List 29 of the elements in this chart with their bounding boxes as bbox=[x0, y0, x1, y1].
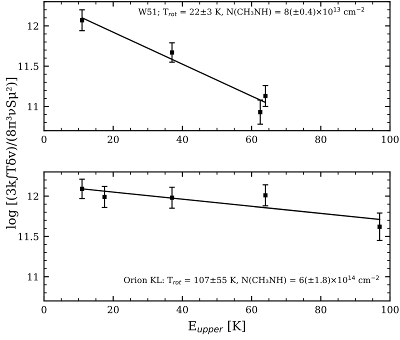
x-tick-label: 100 bbox=[382, 306, 399, 314]
x-tick-label: 100 bbox=[382, 136, 399, 144]
y-tick-label: 11.5 bbox=[18, 62, 38, 70]
x-tick-label: 20 bbox=[108, 306, 119, 314]
annotation: W51; T$_{rot}$ = 22±3 K, N(CH₃NH) = 8(±0.4)×10$^{13}$ cm$^{−2}$ bbox=[138, 7, 364, 16]
x-axis-title: E$_{upper}$ [K] bbox=[188, 320, 246, 334]
y-tick-label: 11 bbox=[28, 273, 38, 280]
x-tick-label: 40 bbox=[176, 136, 188, 144]
y-tick-label: 11 bbox=[28, 102, 38, 110]
y-axis-title: log [(3k∫Tδv)/(8π³νSμ²)] bbox=[6, 78, 18, 229]
x-tick-label: 20 bbox=[108, 136, 119, 144]
annotation: Orion KL: T$_{rot}$ = 107±55 K, N(CH₃NH) = 6(±1.8)×10$^{14}$ cm$^{−2}$ bbox=[124, 275, 379, 284]
point bbox=[80, 18, 84, 22]
point bbox=[170, 50, 174, 55]
point bbox=[258, 110, 262, 114]
x-tick-label: 60 bbox=[246, 136, 258, 144]
x-tick-label: 60 bbox=[246, 306, 258, 314]
y-tick-label: 12 bbox=[28, 192, 38, 200]
x-tick-label: 0 bbox=[42, 136, 46, 144]
point bbox=[102, 194, 107, 200]
x-tick-label: 80 bbox=[315, 306, 326, 314]
point bbox=[263, 94, 268, 98]
point bbox=[263, 193, 268, 198]
x-tick-label: 40 bbox=[176, 306, 188, 314]
x-tick-label: 0 bbox=[42, 306, 46, 314]
x-tick-label: 80 bbox=[315, 136, 326, 144]
point bbox=[378, 224, 382, 229]
y-tick-label: 12 bbox=[28, 22, 38, 30]
y-tick-label: 11.5 bbox=[18, 232, 38, 240]
